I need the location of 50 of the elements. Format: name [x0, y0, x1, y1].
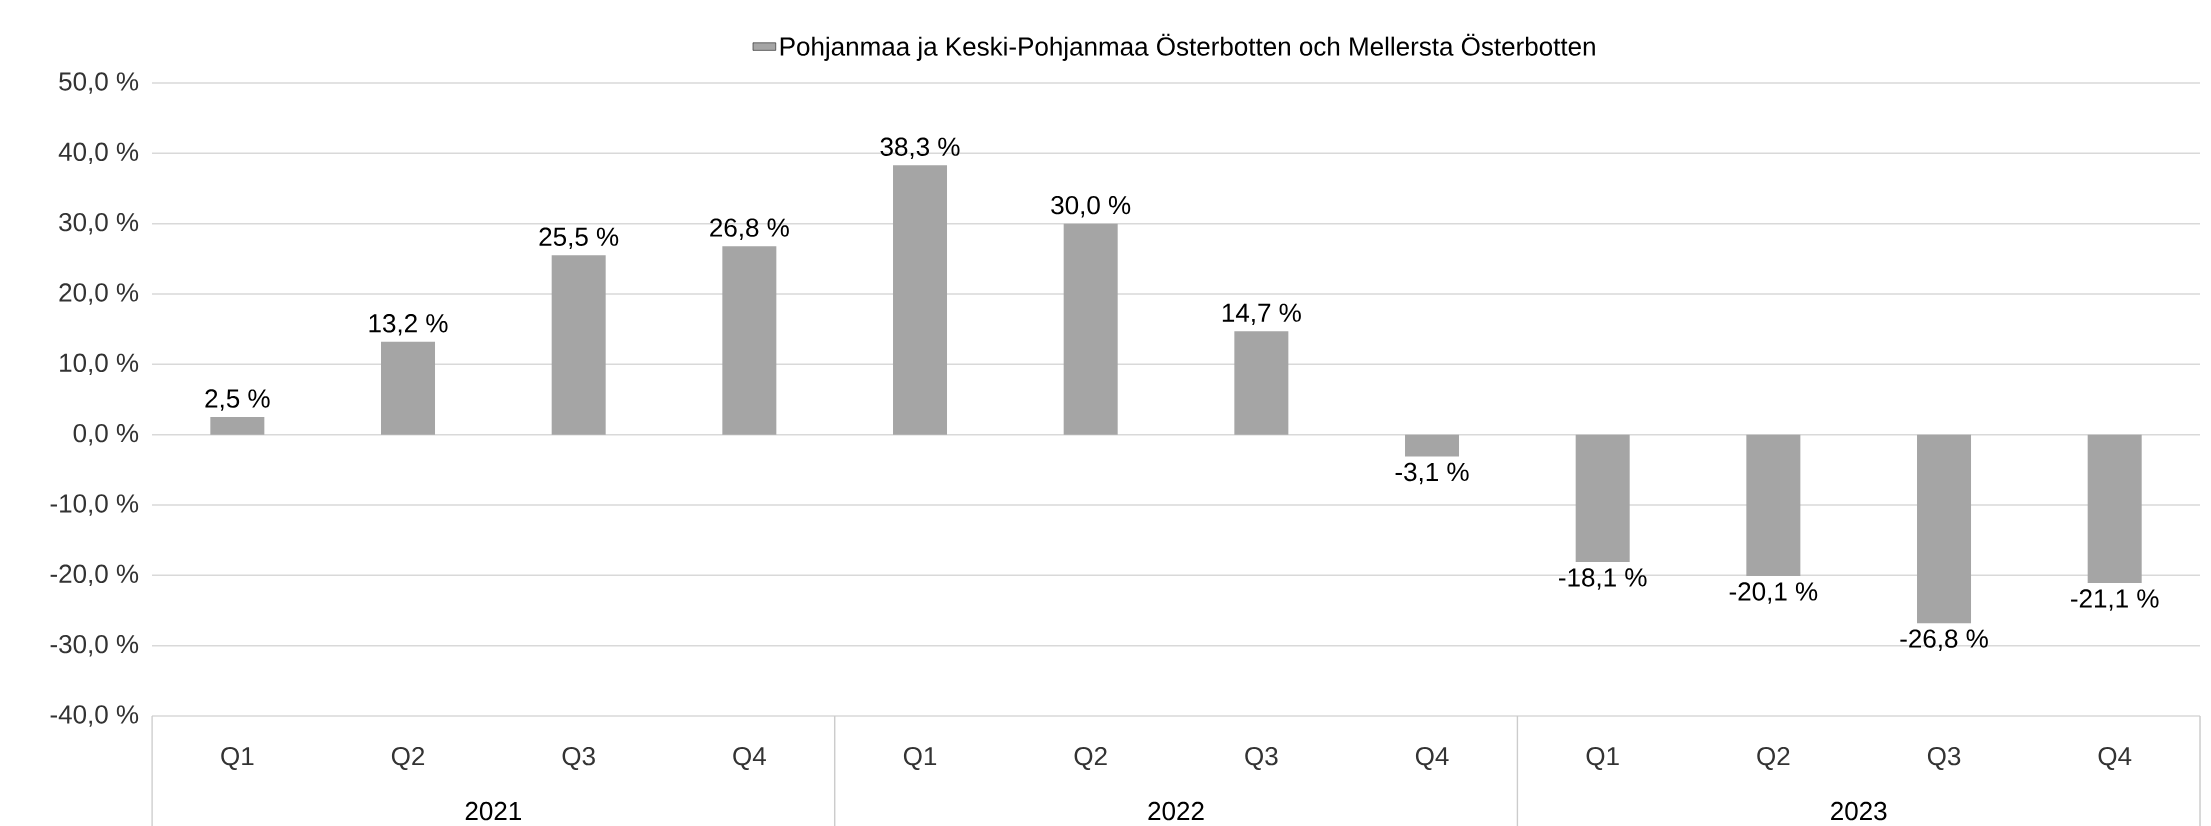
bar — [1746, 434, 1801, 577]
bar — [551, 255, 606, 435]
data-label: -20,1 % — [1729, 582, 1818, 604]
text: 2022 — [1148, 801, 1204, 821]
bar — [1917, 434, 1972, 624]
x-tick-label: Q4 — [1415, 746, 1449, 770]
x-tick-label: Q3 — [1245, 746, 1278, 770]
x-tick-label: Q1 — [903, 746, 937, 770]
x-tick-label: Q1 — [1586, 746, 1619, 770]
data-label: 26,8 % — [710, 218, 789, 240]
y-tick-label: -10,0 % — [50, 494, 139, 516]
data-label: 38,3 % — [880, 137, 960, 160]
bar — [381, 341, 436, 435]
y-tick-label: 0,0 % — [73, 423, 139, 446]
data-label: -3,1 % — [1395, 462, 1469, 485]
bar — [893, 165, 948, 435]
data-label: -18,1 % — [1559, 568, 1647, 590]
y-tick-label: -20,0 % — [50, 564, 139, 587]
y-tick-label: 40,0 % — [58, 142, 139, 165]
data-label: 13,2 % — [369, 314, 448, 336]
y-tick-label: 20,0 % — [59, 283, 139, 305]
data-label: 14,7 % — [1222, 303, 1301, 326]
x-tick-label: Q2 — [1757, 746, 1790, 770]
x-tick-label: Q3 — [562, 746, 595, 770]
bar — [1063, 223, 1118, 435]
x-tick-label: Q2 — [391, 746, 425, 770]
data-label: 30,0 % — [1051, 195, 1131, 218]
x-tick-label: Q4 — [733, 746, 766, 770]
x-tick-label: Q2 — [1074, 746, 1107, 770]
y-tick-label: 10,0 % — [60, 353, 139, 376]
data-label: 25,5 % — [539, 227, 619, 250]
y-tick-label: -30,0 % — [50, 634, 139, 657]
x-tick-label: Q3 — [1927, 746, 1961, 770]
bar — [1575, 434, 1630, 562]
bar — [210, 417, 265, 435]
bar — [722, 246, 777, 435]
data-label: -21,1 % — [2071, 589, 2159, 611]
bar — [1234, 331, 1289, 435]
x-tick-label: Q1 — [221, 746, 254, 770]
x-tick-label: Q4 — [2098, 746, 2132, 770]
data-label: -26,8 % — [1900, 629, 1988, 651]
y-tick-label: 50,0 % — [59, 72, 139, 94]
bar — [2087, 434, 2142, 584]
text: 2023 — [1831, 801, 1887, 821]
y-tick-label: -40,0 % — [50, 705, 139, 727]
legend-label: Pohjanmaa ja Keski-Pohjanmaa Österbotten och Mellersta Österbotten — [780, 33, 1595, 61]
text: 2021 — [465, 801, 521, 821]
data-label: 2,5 % — [205, 389, 270, 411]
bar — [1405, 434, 1460, 457]
y-tick-label: 30,0 % — [59, 212, 139, 235]
